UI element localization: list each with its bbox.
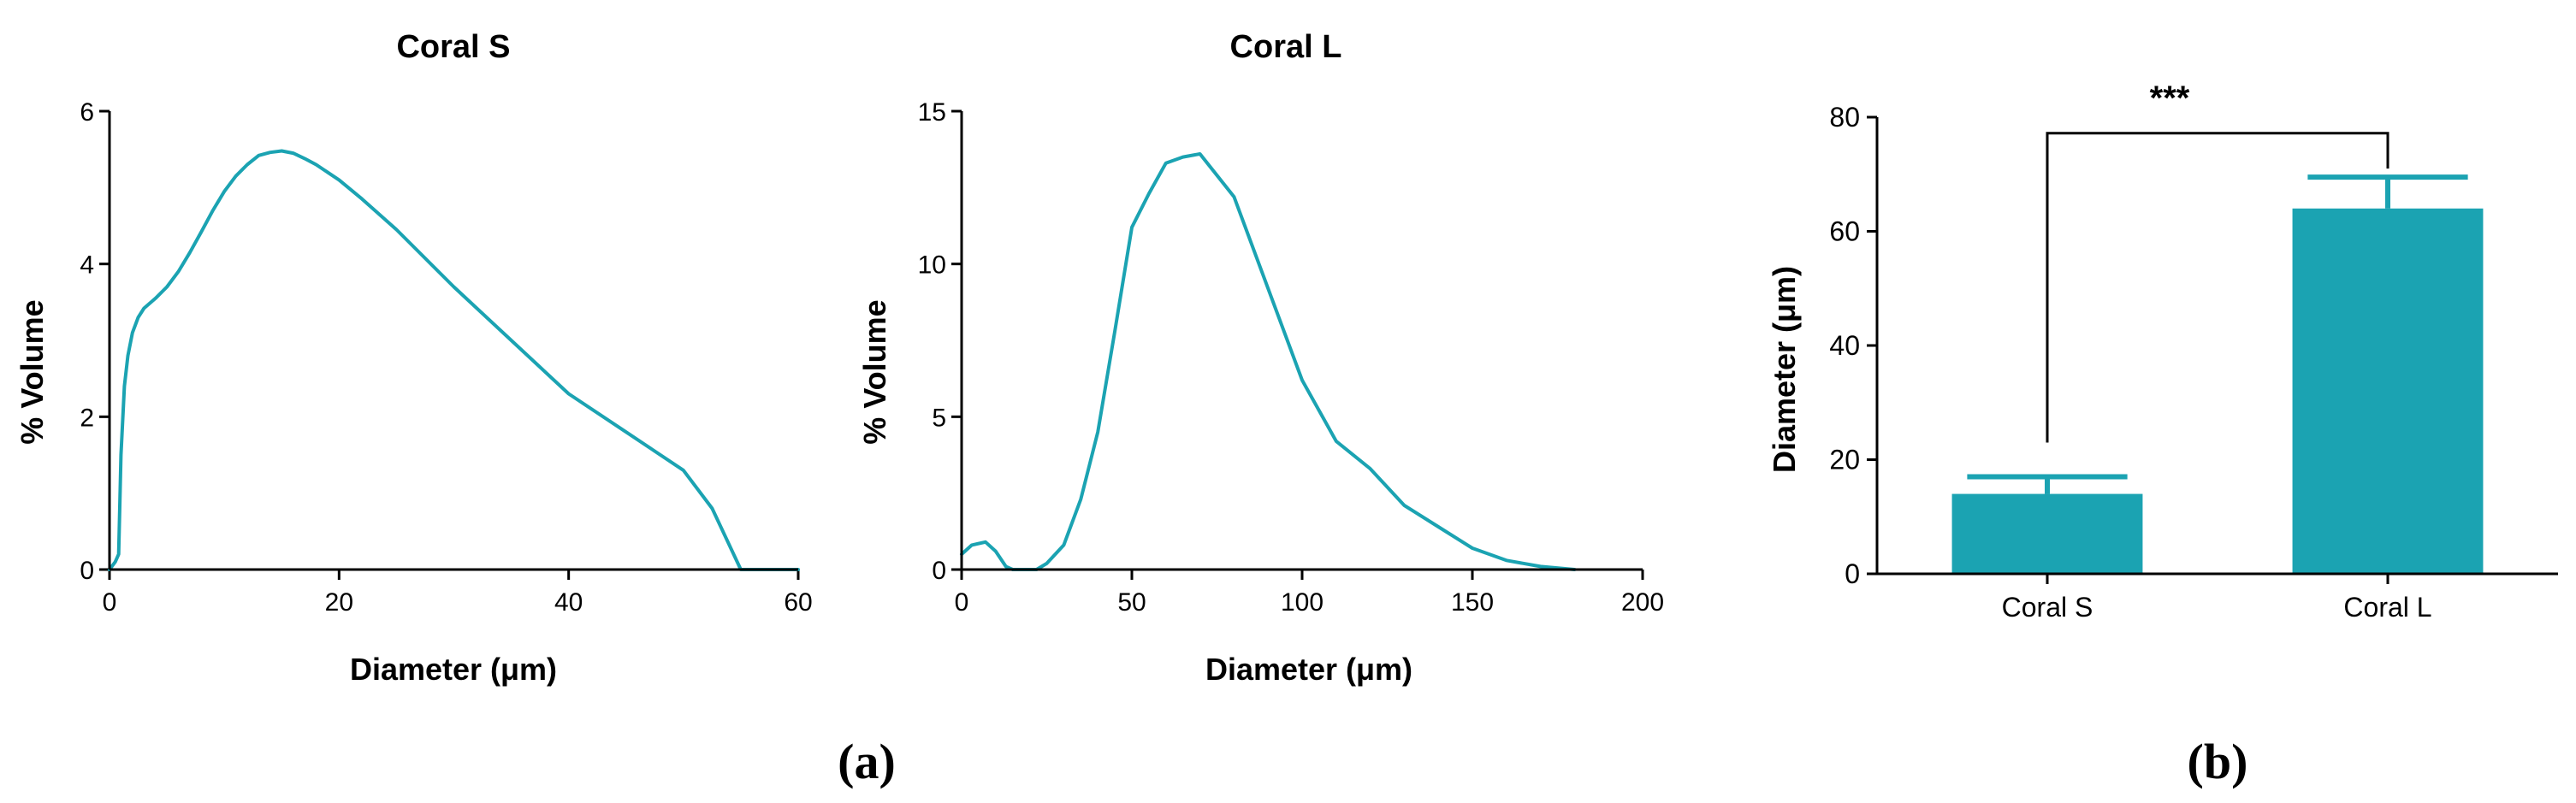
y-tick-label: 20 [1829,445,1860,475]
chart-title: Coral L [1230,29,1342,65]
panel-label-a: (a) [838,734,896,789]
y-tick-label: 2 [80,404,94,432]
significance-bracket [2046,132,2389,443]
x-tick-label: 60 [784,588,812,617]
x-tick-label: 100 [1281,588,1324,617]
x-tick-label: 50 [1117,588,1146,617]
series-group [960,152,1577,571]
y-axis-title: Diameter (μm) [1767,266,1802,473]
x-tick-label: Coral S [2002,592,2093,623]
x-tick-label: 0 [955,588,969,617]
x-tick-label: 150 [1451,588,1494,617]
y-tick-label: 0 [1845,558,1860,589]
y-tick-label: 80 [1829,102,1860,133]
series-group [108,149,800,571]
x-axis-title: Diameter (μm) [1205,652,1412,687]
x-tick-label: 40 [554,588,583,617]
y-axis-title: % Volume [857,299,892,444]
x-axis-title: Diameter (μm) [350,652,557,687]
y-tick-label: 40 [1829,330,1860,361]
x-tick-label: 200 [1621,588,1664,617]
bar-group [1951,132,2484,575]
y-tick-label: 15 [918,98,946,127]
y-tick-label: 4 [80,251,94,280]
tick-group: 0 20 40 60 80 Coral S Coral L [1829,102,2431,623]
y-tick-label: 10 [918,251,946,280]
chart-bar-diameter: Diameter (μm) 0 20 40 60 80 Coral S Coral L **… [1767,80,2558,623]
y-tick-label: 0 [932,557,946,585]
x-tick-label: 20 [325,588,353,617]
bar-coral-s [1951,493,2143,574]
x-tick-label: Coral L [2343,592,2431,623]
x-tick-label: 0 [103,588,117,617]
y-axis-title: % Volume [15,299,50,444]
panel-label-b: (b) [2188,734,2248,789]
y-tick-label: 60 [1829,216,1860,247]
series-line-coral-l [960,152,1577,571]
y-tick-label: 6 [80,98,94,127]
significance-label: *** [2150,80,2190,117]
y-tick-label: 0 [80,557,94,585]
chart-title: Coral S [396,29,510,65]
series-line-coral-s [108,149,800,571]
bar-coral-l [2292,208,2484,575]
y-tick-label: 5 [932,404,946,432]
